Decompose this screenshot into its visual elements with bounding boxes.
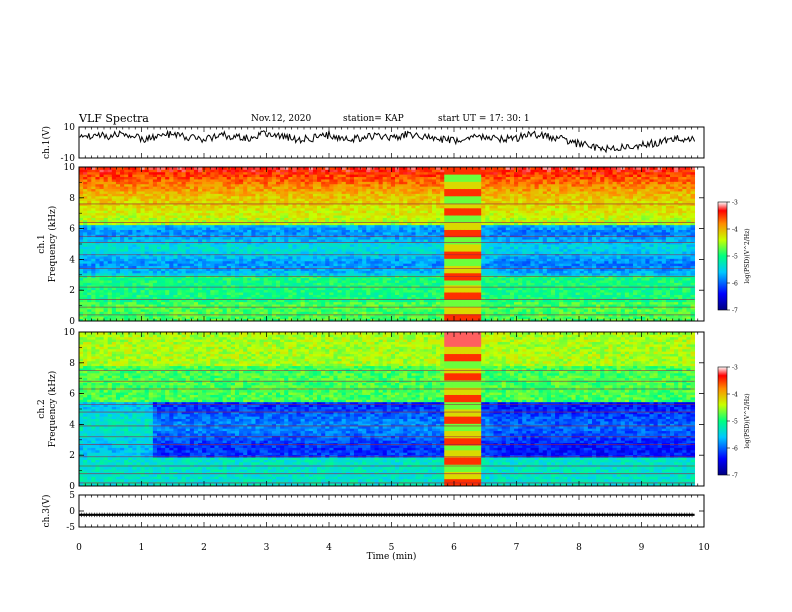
x-tick-label: 1: [139, 543, 145, 553]
x-tick-label: 8: [576, 543, 582, 553]
colorbar-tick-label-2: -7: [732, 473, 738, 480]
y-axis-label-0: ch.1(V): [41, 126, 52, 159]
colorbar-tick-label-2: -4: [732, 392, 738, 399]
y-tick-label-1: 6: [69, 225, 75, 235]
colorbar-tick-label-2: -6: [732, 446, 738, 453]
colorbar-tick-label-2: -3: [732, 365, 738, 372]
x-axis-label: Time (min): [367, 551, 417, 562]
y-tick-label-3: -5: [66, 523, 75, 533]
x-tick-label: 6: [451, 543, 457, 553]
colorbar-tick-label-1: -6: [732, 281, 738, 288]
y-tick-label-1: 10: [64, 163, 76, 173]
spectrogram-cells-ch2: [79, 332, 696, 487]
y-tick-label-0: 10: [64, 123, 76, 133]
y-tick-label-1: 8: [69, 194, 75, 204]
x-tick-label: 10: [698, 543, 710, 553]
x-tick-label: 4: [326, 543, 332, 553]
y-tick-label-2: 4: [69, 420, 75, 430]
y-axis-label-3: ch.3(V): [41, 495, 52, 528]
y-tick-label-3: 5: [69, 491, 75, 501]
x-tick-label: 9: [639, 543, 645, 553]
colorbar-tick-label-1: -4: [732, 227, 738, 234]
y-tick-label-2: 10: [64, 328, 76, 338]
colorbar-2: [717, 366, 728, 476]
y-tick-label-1: 4: [69, 255, 75, 265]
x-tick-label: 7: [514, 543, 520, 553]
y-axis-label-1: Frequency (kHz): [47, 206, 58, 283]
x-tick-label: 0: [76, 543, 82, 553]
colorbar-1: [717, 201, 728, 311]
y-axis-label-2: ch.2: [37, 399, 47, 418]
y-tick-label-2: 2: [69, 451, 75, 461]
y-tick-label-1: 0: [69, 317, 75, 327]
spectrogram-layer: [79, 167, 696, 487]
y-tick-label-1: 2: [69, 286, 75, 296]
ch1-waveform-line: [78, 129, 696, 154]
spectrogram-cells-ch1: [79, 167, 696, 322]
colorbar-label-1: log(PSD)(V^2/Hz): [744, 228, 751, 283]
y-tick-label-2: 6: [69, 390, 75, 400]
colorbar-tick-label-2: -5: [732, 419, 738, 426]
colorbar-tick-label-1: -3: [732, 200, 738, 207]
x-tick-label: 2: [201, 543, 207, 553]
y-tick-label-3: 0: [69, 507, 75, 517]
colorbar-tick-label-1: -5: [732, 254, 738, 261]
x-tick-label: 3: [264, 543, 270, 553]
colorbar-tick-label-1: -7: [732, 308, 738, 315]
y-axis-label-1: ch.1: [37, 234, 47, 253]
y-axis-label-2: Frequency (kHz): [47, 371, 58, 448]
y-tick-label-2: 8: [69, 359, 75, 369]
colorbar-label-2: log(PSD)(V^2/Hz): [744, 393, 751, 448]
